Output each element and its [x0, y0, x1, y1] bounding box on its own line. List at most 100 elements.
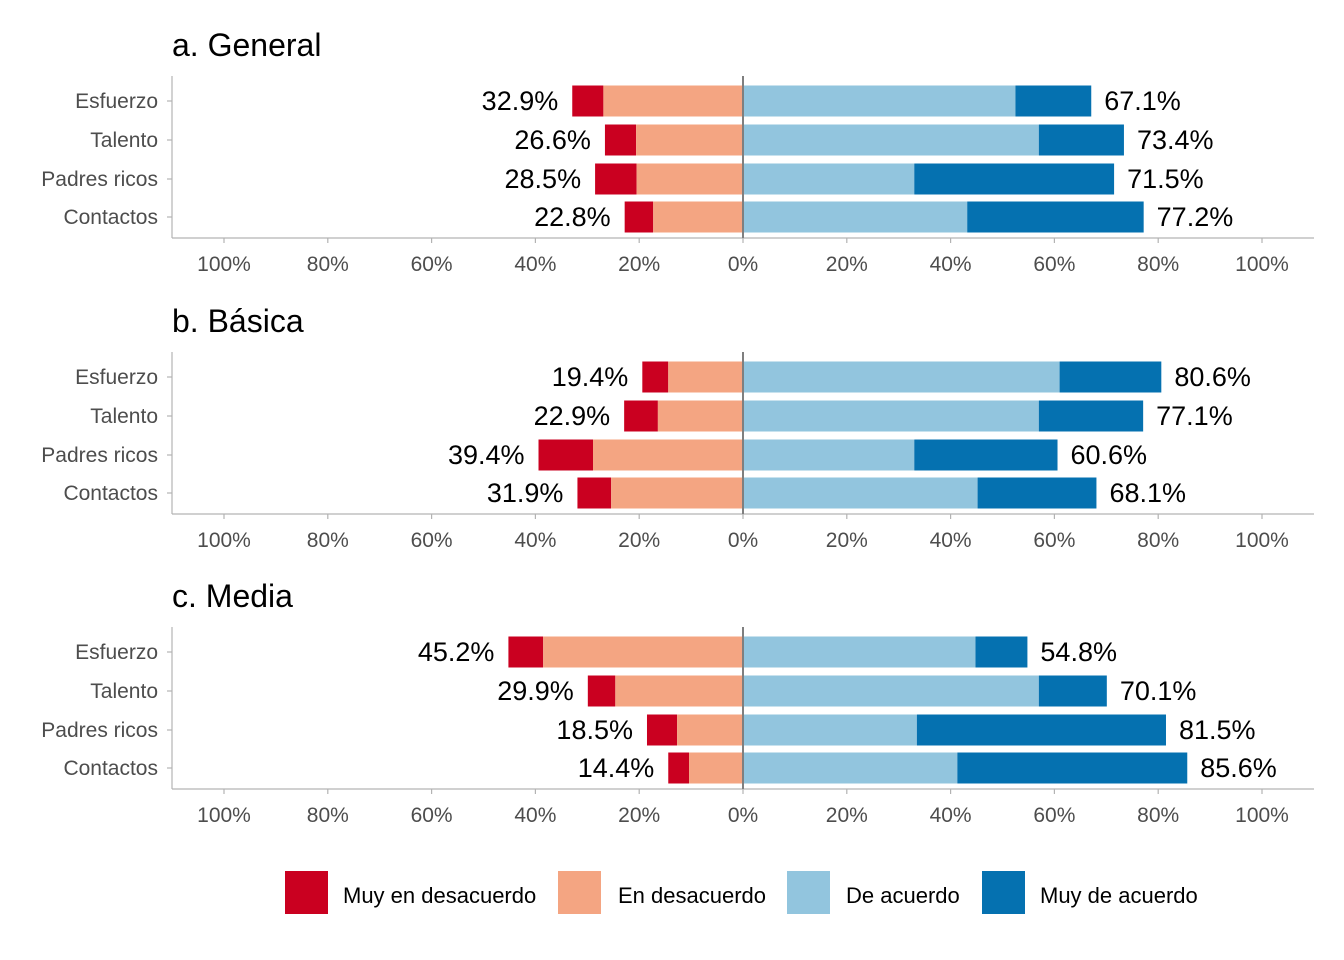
negative-total-label: 31.9%: [487, 478, 564, 508]
panel-title: b. Básica: [172, 303, 304, 339]
bar-muy-en-desacuerdo: [587, 675, 616, 707]
chart-panel: b. Básica Esfuerzo 19.4% 80.6% Talento 22.9% 7…: [41, 303, 1314, 552]
negative-total-label: 18.5%: [556, 715, 633, 745]
positive-total-label: 67.1%: [1104, 86, 1181, 116]
x-tick-label: 60%: [1033, 804, 1075, 827]
bar-muy-en-desacuerdo: [642, 361, 669, 393]
x-tick-label: 60%: [1033, 253, 1075, 276]
bar-de-acuerdo: [743, 714, 917, 746]
bar-en-desacuerdo: [543, 636, 743, 668]
bar-de-acuerdo: [743, 124, 1039, 156]
bar-en-desacuerdo: [657, 400, 743, 432]
x-tick-label: 40%: [514, 804, 556, 827]
chart-panel: a. General Esfuerzo 32.9% 67.1% Talento 26.6%…: [41, 27, 1314, 276]
category-label: Contactos: [63, 206, 158, 229]
bar-de-acuerdo: [743, 477, 978, 509]
bar-muy-en-desacuerdo: [646, 714, 678, 746]
bar-muy-de-acuerdo: [914, 439, 1058, 471]
x-tick-label: 80%: [1137, 804, 1179, 827]
bar-muy-en-desacuerdo: [668, 752, 690, 784]
positive-total-label: 73.4%: [1137, 125, 1214, 155]
x-tick-label: 100%: [1235, 804, 1289, 827]
x-tick-label: 100%: [1235, 529, 1289, 552]
negative-total-label: 39.4%: [448, 440, 525, 470]
bar-muy-de-acuerdo: [1038, 124, 1124, 156]
positive-total-label: 85.6%: [1200, 753, 1277, 783]
x-tick-label: 40%: [930, 253, 972, 276]
bar-de-acuerdo: [743, 85, 1016, 117]
x-tick-label: 0%: [728, 529, 758, 552]
positive-total-label: 80.6%: [1174, 362, 1251, 392]
positive-total-label: 68.1%: [1109, 478, 1186, 508]
positive-total-label: 81.5%: [1179, 715, 1256, 745]
x-tick-label: 80%: [307, 253, 349, 276]
category-label: Padres ricos: [41, 444, 158, 467]
x-tick-label: 0%: [728, 804, 758, 827]
negative-total-label: 19.4%: [552, 362, 629, 392]
bar-muy-en-desacuerdo: [624, 400, 658, 432]
positive-total-label: 77.2%: [1157, 202, 1234, 232]
category-label: Contactos: [63, 482, 158, 505]
bar-de-acuerdo: [743, 163, 915, 195]
bar-muy-en-desacuerdo: [624, 201, 654, 233]
positive-total-label: 77.1%: [1156, 401, 1233, 431]
x-tick-label: 20%: [618, 529, 660, 552]
legend-swatch: [787, 871, 830, 914]
bar-muy-en-desacuerdo: [572, 85, 604, 117]
bar-en-desacuerdo: [689, 752, 743, 784]
x-tick-label: 0%: [728, 253, 758, 276]
bar-de-acuerdo: [743, 201, 968, 233]
bar-muy-en-desacuerdo: [595, 163, 637, 195]
negative-total-label: 28.5%: [505, 164, 582, 194]
legend-swatch: [982, 871, 1025, 914]
x-tick-label: 40%: [514, 253, 556, 276]
bar-de-acuerdo: [743, 675, 1039, 707]
chart-panel: c. Media Esfuerzo 45.2% 54.8% Talento 29.9% 70…: [41, 578, 1314, 827]
bar-muy-en-desacuerdo: [508, 636, 544, 668]
negative-total-label: 22.8%: [534, 202, 611, 232]
positive-total-label: 70.1%: [1120, 676, 1197, 706]
bar-muy-de-acuerdo: [967, 201, 1144, 233]
bar-muy-de-acuerdo: [977, 477, 1097, 509]
bar-en-desacuerdo: [615, 675, 743, 707]
legend-label: Muy de acuerdo: [1040, 883, 1198, 908]
x-tick-label: 80%: [307, 804, 349, 827]
x-tick-label: 60%: [411, 804, 453, 827]
x-tick-label: 100%: [197, 529, 251, 552]
x-tick-label: 40%: [930, 529, 972, 552]
x-tick-label: 40%: [514, 529, 556, 552]
x-tick-label: 60%: [1033, 529, 1075, 552]
bar-en-desacuerdo: [603, 85, 743, 117]
x-tick-label: 20%: [618, 804, 660, 827]
bar-en-desacuerdo: [593, 439, 743, 471]
panel-title: c. Media: [172, 578, 293, 614]
category-label: Esfuerzo: [75, 90, 158, 113]
positive-total-label: 54.8%: [1040, 637, 1117, 667]
bar-muy-de-acuerdo: [957, 752, 1188, 784]
bar-en-desacuerdo: [636, 163, 743, 195]
legend-label: En desacuerdo: [618, 883, 766, 908]
legend: Muy en desacuerdo En desacuerdo De acuerdo…: [285, 871, 1198, 914]
category-label: Contactos: [63, 757, 158, 780]
bar-muy-de-acuerdo: [914, 163, 1115, 195]
category-label: Talento: [90, 129, 158, 152]
bar-de-acuerdo: [743, 752, 958, 784]
x-tick-label: 80%: [1137, 253, 1179, 276]
bar-muy-de-acuerdo: [1038, 675, 1107, 707]
x-tick-label: 100%: [197, 804, 251, 827]
bar-muy-en-desacuerdo: [538, 439, 594, 471]
x-tick-label: 80%: [307, 529, 349, 552]
bar-de-acuerdo: [743, 636, 976, 668]
x-tick-label: 20%: [826, 253, 868, 276]
bar-de-acuerdo: [743, 400, 1039, 432]
negative-total-label: 22.9%: [534, 401, 611, 431]
bar-muy-en-desacuerdo: [604, 124, 637, 156]
category-label: Esfuerzo: [75, 641, 158, 664]
x-tick-label: 60%: [411, 253, 453, 276]
bar-muy-de-acuerdo: [1038, 400, 1144, 432]
bar-de-acuerdo: [743, 439, 915, 471]
positive-total-label: 71.5%: [1127, 164, 1204, 194]
negative-total-label: 32.9%: [482, 86, 559, 116]
negative-total-label: 29.9%: [497, 676, 574, 706]
